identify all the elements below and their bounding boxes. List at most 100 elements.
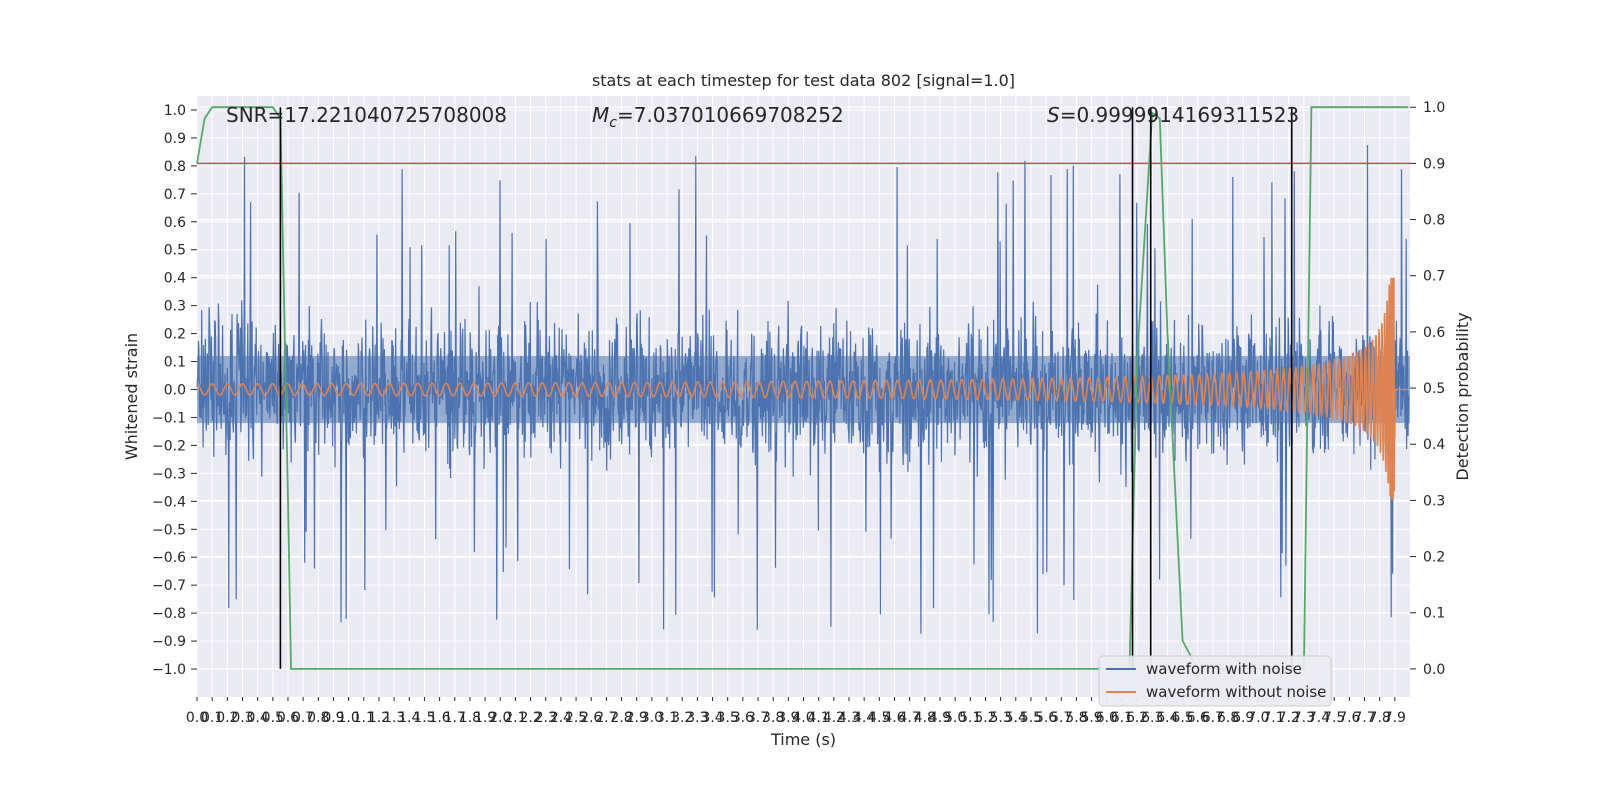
y-tick-label: 0.8 <box>164 159 186 175</box>
y-tick-label: −0.4 <box>152 494 186 510</box>
axes: 0.00.10.20.30.40.50.60.70.80.91.01.11.21… <box>152 100 1445 726</box>
x-tick-label: 7.3 <box>1293 710 1315 726</box>
x-tick-label: 1.2 <box>368 710 390 726</box>
x-tick-label: 7.9 <box>1384 710 1406 726</box>
mc-symbol: M <box>592 103 609 127</box>
x-tick-label: 6.0 <box>1096 710 1118 726</box>
x-tick-label: 6.3 <box>1141 710 1163 726</box>
x-tick-label: 5.6 <box>1035 710 1057 726</box>
x-tick-label: 2.8 <box>610 710 632 726</box>
x-tick-label: 4.4 <box>853 710 875 726</box>
y-tick-label: 0.3 <box>164 299 186 315</box>
x-tick-label: 2.2 <box>519 710 541 726</box>
x-tick-label: 7.5 <box>1323 710 1345 726</box>
y-tick-label: 0.5 <box>164 243 186 259</box>
detection-statistic-annotation: S=0.9999914169311523 <box>1047 103 1299 127</box>
x-tick-label: 0.4 <box>247 710 269 726</box>
y-tick-label: −0.7 <box>152 578 186 594</box>
x-tick-label: 5.9 <box>1080 710 1102 726</box>
y-right-tick-label: 0.0 <box>1423 662 1445 678</box>
y-right-tick-label: 0.3 <box>1423 493 1445 509</box>
y-tick-label: −0.1 <box>152 410 186 426</box>
x-tick-label: 0.3 <box>231 710 253 726</box>
y-tick-label: 0.7 <box>164 187 186 203</box>
mc-value: =7.037010669708252 <box>617 103 844 127</box>
y-right-tick-label: 0.7 <box>1423 269 1445 285</box>
series-waveform-without-noise <box>196 277 1409 500</box>
x-tick-label: 7.1 <box>1262 710 1284 726</box>
x-tick-label: 3.8 <box>762 710 784 726</box>
x-tick-label: 0.8 <box>307 710 329 726</box>
x-tick-label: 1.4 <box>398 710 420 726</box>
x-tick-label: 3.6 <box>732 710 754 726</box>
x-tick-label: 1.9 <box>474 710 496 726</box>
x-tick-label: 3.0 <box>641 710 663 726</box>
y-tick-label: 1.0 <box>164 103 186 119</box>
x-tick-label: 0.5 <box>262 710 284 726</box>
x-tick-label: 2.9 <box>626 710 648 726</box>
x-tick-label: 1.7 <box>444 710 466 726</box>
x-tick-label: 1.1 <box>353 710 375 726</box>
s-symbol: S <box>1047 103 1060 127</box>
s-value: =0.9999914169311523 <box>1060 103 1299 127</box>
legend-box <box>1098 655 1332 707</box>
mc-subscript: c <box>609 115 617 131</box>
x-tick-label: 1.6 <box>428 710 450 726</box>
x-tick-label: 2.7 <box>595 710 617 726</box>
x-tick-label: 6.5 <box>1171 710 1193 726</box>
chirp-mass-annotation: Mc=7.037010669708252 <box>592 103 844 131</box>
y-tick-label: −0.8 <box>152 606 186 622</box>
x-tick-label: 1.8 <box>459 710 481 726</box>
y-tick-label: 0.1 <box>164 355 186 371</box>
x-tick-label: 2.5 <box>565 710 587 726</box>
y-tick-label: −1.0 <box>152 662 186 678</box>
legend-label-without-noise: waveform without noise <box>1146 683 1326 701</box>
x-tick-label: 5.1 <box>959 710 981 726</box>
x-tick-label: 0.9 <box>322 710 344 726</box>
x-tick-label: 0.7 <box>292 710 314 726</box>
x-tick-label: 6.7 <box>1202 710 1224 726</box>
x-tick-label: 3.4 <box>701 710 723 726</box>
x-tick-label: 6.9 <box>1232 710 1254 726</box>
x-tick-label: 7.4 <box>1308 710 1330 726</box>
x-tick-label: 4.3 <box>838 710 860 726</box>
legend-label-with-noise: waveform with noise <box>1146 660 1302 678</box>
y-tick-label: −0.2 <box>152 438 186 454</box>
x-tick-label: 7.2 <box>1278 710 1300 726</box>
x-tick-label: 3.7 <box>747 710 769 726</box>
x-tick-label: 2.0 <box>489 710 511 726</box>
y-tick-label: 0.4 <box>164 271 186 287</box>
x-tick-label: 6.8 <box>1217 710 1239 726</box>
x-tick-label: 0.1 <box>201 710 223 726</box>
x-tick-label: 5.7 <box>1050 710 1072 726</box>
x-tick-label: 3.2 <box>671 710 693 726</box>
y-right-tick-label: 0.8 <box>1423 213 1445 229</box>
snr-annotation: SNR=17.221040725708008 <box>226 103 507 127</box>
x-tick-label: 7.8 <box>1369 710 1391 726</box>
x-tick-label: 4.8 <box>914 710 936 726</box>
y-tick-label: −0.6 <box>152 550 186 566</box>
y-right-tick-label: 0.9 <box>1423 156 1445 172</box>
x-tick-label: 2.1 <box>504 710 526 726</box>
x-tick-label: 2.6 <box>580 710 602 726</box>
y-right-tick-label: 0.4 <box>1423 437 1445 453</box>
y-tick-label: 0.2 <box>164 327 186 343</box>
y-right-tick-label: 0.5 <box>1423 381 1445 397</box>
x-tick-label: 4.7 <box>899 710 921 726</box>
x-tick-label: 7.0 <box>1247 710 1269 726</box>
x-tick-label: 4.5 <box>868 710 890 726</box>
x-tick-label: 0.2 <box>216 710 238 726</box>
x-tick-label: 1.3 <box>383 710 405 726</box>
x-axis-label: Time (s) <box>770 730 836 749</box>
x-tick-label: 6.1 <box>1111 710 1133 726</box>
y-axis-right-label: Detection probability <box>1453 312 1472 480</box>
x-tick-label: 6.4 <box>1156 710 1178 726</box>
x-tick-label: 1.5 <box>413 710 435 726</box>
x-tick-label: 3.1 <box>656 710 678 726</box>
y-axis-label: Whitened strain <box>122 333 141 460</box>
x-tick-label: 3.5 <box>717 710 739 726</box>
x-tick-label: 5.8 <box>1065 710 1087 726</box>
x-tick-label: 4.9 <box>929 710 951 726</box>
x-tick-label: 7.7 <box>1353 710 1375 726</box>
